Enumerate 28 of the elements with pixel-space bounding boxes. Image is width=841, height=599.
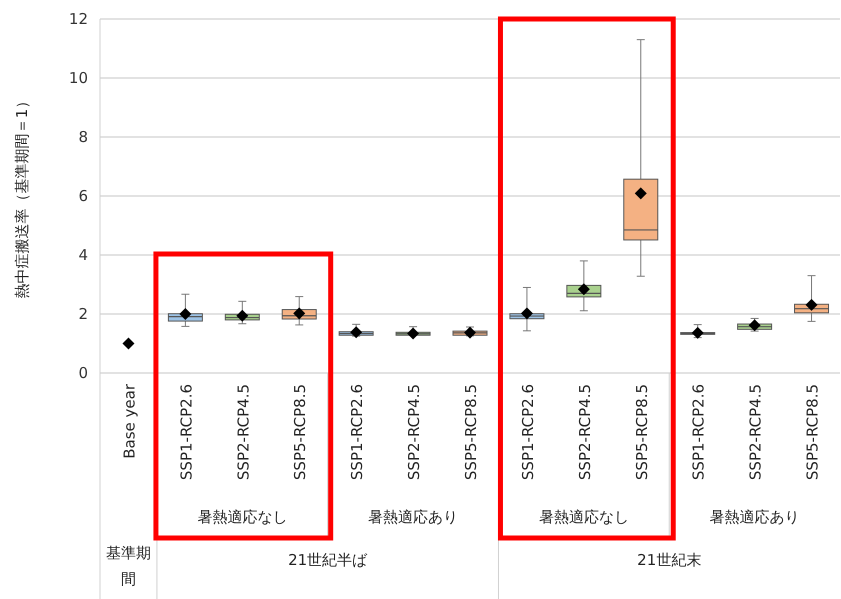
y-tick-label: 10 — [68, 69, 88, 87]
x-tick-label: SSP5-RCP8.5 — [291, 384, 310, 480]
text: 暑熱適応なし — [197, 508, 288, 526]
text: 暑熱適応あり — [710, 508, 800, 526]
x-tick-label: SSP1-RCP2.6 — [177, 384, 196, 480]
text: 基準期間 — [106, 544, 151, 588]
x-tick-label: Base year — [120, 383, 138, 459]
x-tick-label: SSP5-RCP8.5 — [462, 384, 480, 480]
x-tick-label: SSP5-RCP8.5 — [632, 384, 651, 480]
x-tick-label: SSP1-RCP2.6 — [348, 384, 366, 480]
y-tick-label: 12 — [68, 10, 88, 28]
x-tick-label: SSP1-RCP2.6 — [518, 384, 537, 480]
text: 21世紀半ば — [288, 551, 368, 569]
x-tick-label: SSP2-RCP4.5 — [234, 384, 252, 480]
y-tick-label: 8 — [78, 128, 88, 146]
x-tick-label: SSP5-RCP8.5 — [804, 384, 822, 480]
y-tick-label: 2 — [78, 305, 88, 323]
y-tick-label: 0 — [78, 364, 88, 382]
text: 21世紀末 — [637, 551, 702, 569]
y-tick-label: 4 — [78, 246, 88, 264]
x-tick-label: SSP2-RCP4.5 — [576, 384, 594, 480]
text: 暑熱適応あり — [368, 508, 458, 526]
y-axis-title: 熱中症搬送率（基準期間＝1） — [13, 94, 31, 298]
x-tick-label: SSP2-RCP4.5 — [405, 384, 424, 480]
y-tick-label: 6 — [78, 187, 88, 205]
x-tick-label: SSP2-RCP4.5 — [746, 384, 765, 480]
text: 暑熱適応なし — [538, 508, 629, 526]
x-tick-label: SSP1-RCP2.6 — [690, 384, 708, 480]
